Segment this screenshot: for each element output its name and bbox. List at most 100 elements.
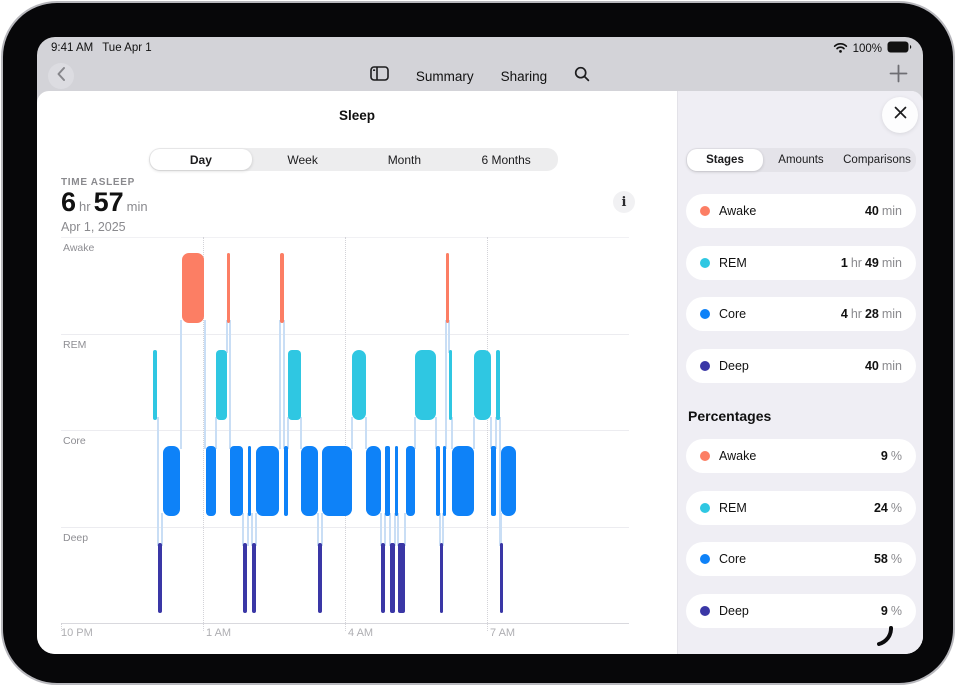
chart-bar-awake[interactable] [445,253,449,323]
time-range-tab-6-months[interactable]: 6 Months [481,152,531,167]
chart-bar-core[interactable] [395,446,399,516]
chart-bar-core[interactable] [366,446,381,516]
chart-bar-deep[interactable] [439,542,443,613]
chart-bar-awake[interactable] [181,253,205,323]
chart-connector [300,416,303,449]
chart-connector [287,416,290,449]
chart-bar-core[interactable] [436,446,440,516]
time-asleep-value: 6 hr 57 min [61,187,148,218]
stage-color-dot [700,554,710,564]
sleep-stages-chart[interactable]: 10 PM 1 AM 4 AM 7 AM Awake REM Core Deep [61,237,629,639]
value-part: 1 [840,255,848,270]
chart-connector [316,513,319,546]
percentage-card-deep: Deep 9% [686,593,916,628]
time-range-tab-week[interactable]: Week [287,152,318,167]
stage-card-rem: REM 1 hr 49 min [686,245,916,280]
value-part: 58 [873,552,888,566]
chart-bar-core[interactable] [490,446,496,516]
search-button[interactable] [574,66,590,87]
chart-bar-rem[interactable] [449,349,453,420]
sidebar-panel-icon [370,66,389,86]
add-button[interactable] [886,64,910,88]
stage-value: 4 hr 28 min [841,307,902,321]
chart-bar-rem[interactable] [351,349,367,420]
chart-bar-core[interactable] [501,446,516,516]
chart-connector [246,513,249,546]
stage-color-dot [700,360,710,371]
chart-bar-core[interactable] [385,446,390,516]
chart-bar-core[interactable] [405,446,415,516]
search-icon [574,66,590,87]
chart-bar-core[interactable] [256,446,280,516]
back-button[interactable] [48,63,74,89]
chart-bar-rem[interactable] [473,349,491,420]
value-part: % [890,603,902,618]
chart-bar-rem[interactable] [495,349,500,420]
stage-color-dot [700,605,710,616]
tab-summary[interactable]: Summary [415,68,474,84]
chart-bar-core[interactable] [284,446,289,516]
value-part: 24 [873,500,888,515]
chart-bar-deep[interactable] [243,542,248,613]
chart-row-label-awake: Awake [63,242,95,254]
chart-bar-core[interactable] [229,446,244,516]
tab-sharing[interactable]: Sharing [500,68,548,84]
time-asleep-label: TIME ASLEEP [61,177,136,188]
chart-bar-deep[interactable] [381,542,385,613]
chart-connector [215,416,218,449]
time-asleep-date: Apr 1, 2025 [61,220,126,234]
chart-connector [498,416,501,546]
chart-connector [388,513,391,546]
chart-bar-deep[interactable] [398,542,406,613]
chart-bar-rem[interactable] [414,349,437,420]
value-part: hr [850,307,862,321]
chart-bar-core[interactable] [301,446,318,516]
chart-connector [365,416,368,449]
sidebar-tab-comparisons[interactable]: Comparisons [843,154,911,166]
stage-color-dot [700,206,710,216]
time-range-tab-month[interactable]: Month [387,152,422,167]
chart-bar-rem[interactable] [288,349,302,420]
percentage-value: 58% [874,552,902,566]
value-part: % [890,552,902,566]
chart-bar-deep[interactable] [499,542,503,613]
value-part: 40 [864,358,879,373]
sidebar-tab-stages[interactable]: Stages [687,149,763,171]
chart-connector [179,320,182,449]
sidebar-tab-amounts[interactable]: Amounts [778,154,824,166]
value-part: hr [850,255,862,270]
chart-connector [447,320,450,353]
status-time-date: 9:41 AM Tue Apr 1 [51,42,152,54]
chart-bar-deep[interactable] [158,542,162,613]
chart-bar-core[interactable] [205,446,217,516]
stage-name: Core [719,552,747,566]
chart-bar-deep[interactable] [317,542,323,613]
chart-bar-awake[interactable] [227,253,231,323]
time-range-tab-day[interactable]: Day [150,149,252,170]
chart-bar-deep[interactable] [389,542,396,613]
sidebar-toggle-button[interactable] [370,66,389,86]
chart-bar-deep[interactable] [251,542,256,613]
chart-bar-core[interactable] [162,446,180,516]
stage-value: 40 min [865,359,902,373]
chart-connector [161,513,164,546]
value-part: min [881,204,902,218]
chart-connector [228,320,231,449]
x-axis-label-7-am: 7 AM [490,627,516,639]
chart-bar-rem[interactable] [216,349,227,420]
chart-bar-core[interactable] [452,446,474,516]
chart-bar-awake[interactable] [280,253,284,323]
chart-connector [250,513,253,546]
x-axis-label-4-am: 4 AM [348,627,374,639]
chart-gridline [487,237,488,631]
info-button[interactable]: i [613,191,635,213]
value-part: % [890,449,902,463]
close-button[interactable] [882,97,918,133]
chart-connector [441,513,444,546]
value-part: min [881,255,902,270]
chart-bar-rem[interactable] [153,349,158,420]
chart-bar-core[interactable] [248,446,252,516]
chart-bar-core[interactable] [442,446,446,516]
chevron-left-icon [56,66,66,87]
chart-bar-core[interactable] [322,446,352,516]
